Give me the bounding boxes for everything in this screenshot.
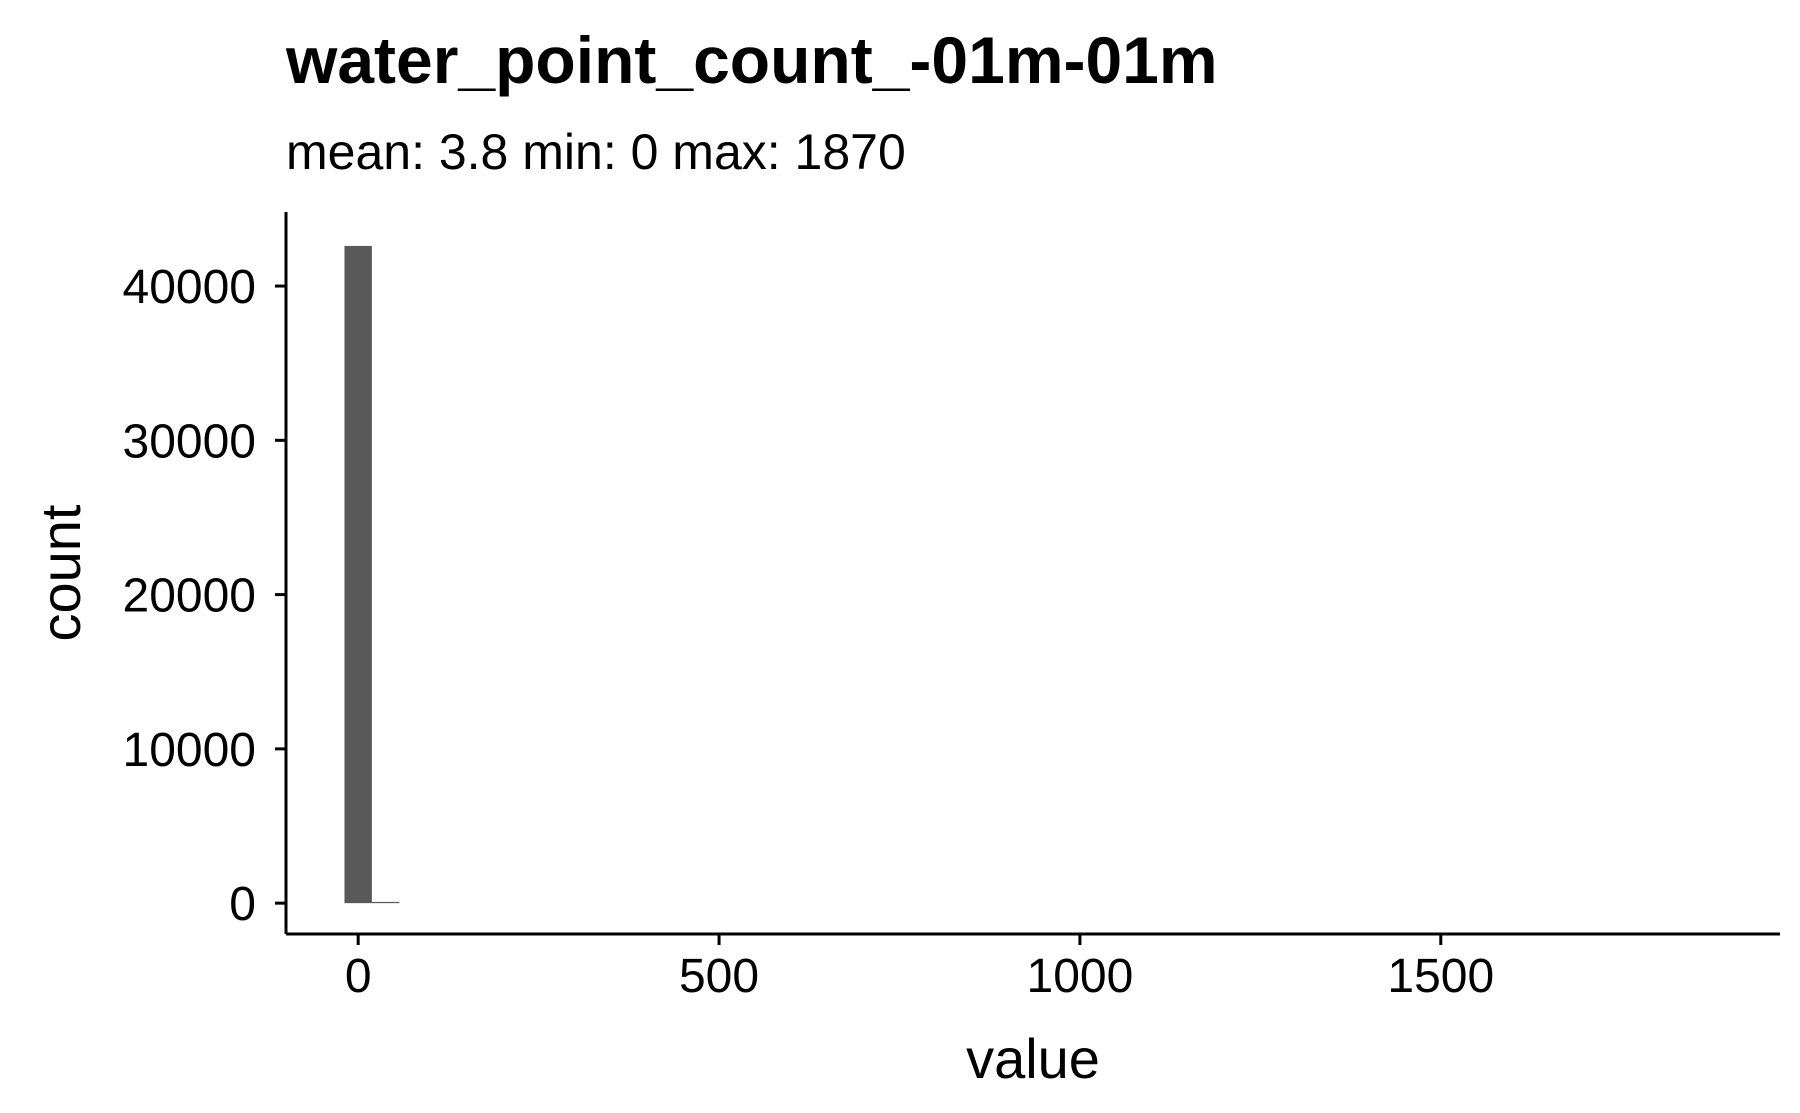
x-axis-title: value	[966, 1027, 1100, 1090]
chart-title: water_point_count_-01m-01m	[285, 23, 1218, 97]
x-tick-label: 1000	[1027, 950, 1134, 1003]
x-tick-label: 0	[345, 950, 372, 1003]
bars-layer	[344, 245, 400, 904]
y-tick-label: 0	[229, 878, 256, 931]
y-axis-title: count	[29, 504, 92, 641]
ticks-layer: 0 500 1000 1500 0 10000 20000 30000 40000	[123, 261, 1495, 1003]
y-tick-label: 40000	[123, 261, 256, 314]
histogram-bar	[344, 245, 372, 904]
x-tick-label: 1500	[1387, 950, 1494, 1003]
x-tick-label: 500	[679, 950, 759, 1003]
y-tick-label: 20000	[123, 570, 256, 623]
histogram-bar	[371, 901, 400, 904]
y-tick-label: 30000	[123, 415, 256, 468]
chart-subtitle: mean: 3.8 min: 0 max: 1870	[286, 124, 906, 180]
y-tick-label: 10000	[123, 724, 256, 777]
